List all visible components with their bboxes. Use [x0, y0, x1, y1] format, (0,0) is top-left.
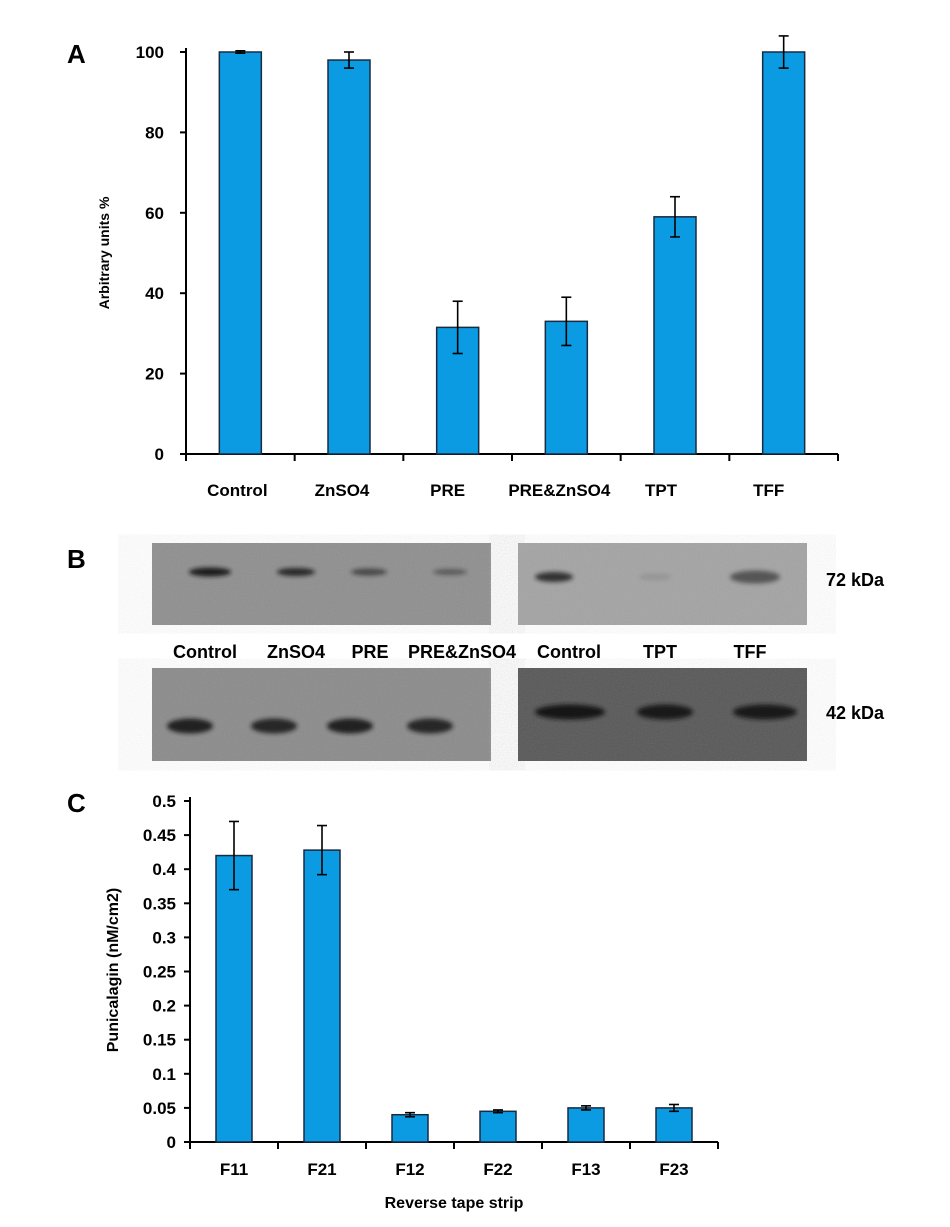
blot-band [535, 704, 605, 720]
y-tick-label: 100 [136, 43, 164, 62]
x-tick-label: F21 [307, 1160, 336, 1179]
bar [303, 849, 341, 1143]
y-tick-label: 20 [145, 365, 164, 384]
blot-band [407, 718, 453, 734]
y-tick-label: 0.15 [143, 1031, 176, 1050]
blot-top-right [518, 543, 807, 625]
y-tick-label: 0.5 [152, 792, 176, 811]
blot-band [351, 568, 387, 576]
x-tick-label: PRE [430, 481, 465, 500]
y-tick-label: 60 [145, 204, 164, 223]
blot-lane-label: ZnSO4 [267, 642, 325, 662]
x-tick-label: ZnSO4 [315, 481, 370, 500]
y-tick-label: 0.25 [143, 963, 176, 982]
blot-band [433, 569, 467, 575]
blot-band [730, 570, 780, 584]
blot-texture [518, 543, 807, 625]
bar [391, 1113, 429, 1143]
panel-label-a: A [67, 39, 86, 69]
bar [479, 1110, 517, 1143]
blot-band [251, 718, 297, 734]
y-tick-label: 0.2 [152, 997, 176, 1016]
blot-band [327, 718, 373, 734]
blot-band [535, 572, 573, 582]
blot-band [277, 568, 315, 576]
bar [218, 51, 263, 455]
x-tick-label: F22 [483, 1160, 512, 1179]
bar [215, 854, 253, 1143]
bar [761, 51, 806, 455]
chart-c: 0 0.05 0.1 0.15 0.2 0.25 0.3 0.35 0.4 0.45 0.5 F11 F… [105, 792, 719, 1212]
bar [653, 216, 697, 455]
y-axis-title: Punicalagin (nM/cm2) [105, 888, 122, 1052]
y-tick-label: 0.4 [152, 860, 176, 879]
blot-band [733, 704, 797, 720]
x-tick-label: TFF [753, 481, 784, 500]
x-tick-label: PRE&ZnSO4 [508, 481, 611, 500]
blot-lane-label: PRE&ZnSO4 [408, 642, 516, 662]
blot-lane-label: TPT [643, 642, 677, 662]
blot-bottom-left [152, 668, 491, 761]
chart-a: 0 20 40 60 80 100 Control ZnSO4 PRE PRE&ZnSO4 TPT T… [96, 35, 839, 500]
blot-band [189, 567, 231, 577]
x-axis-title: Reverse tape strip [385, 1195, 524, 1212]
y-tick-label: 0.45 [143, 826, 176, 845]
panel-label-c: C [67, 788, 86, 818]
y-tick-label: 0.3 [152, 928, 176, 947]
x-tick-label: F12 [395, 1160, 424, 1179]
x-tick-label: TPT [645, 481, 678, 500]
blot-texture [152, 543, 491, 625]
x-tick-label: F13 [571, 1160, 600, 1179]
y-tick-label: 0.05 [143, 1099, 176, 1118]
panel-label-b: B [67, 544, 86, 574]
blot-band [167, 718, 213, 734]
marker-72kda: 72 kDa [826, 570, 885, 590]
y-tick-label: 0 [155, 445, 164, 464]
bar [567, 1107, 605, 1143]
y-tick-label: 0 [167, 1133, 176, 1152]
x-tick-label: Control [207, 481, 267, 500]
y-tick-label: 0.1 [152, 1065, 176, 1084]
x-tick-label: F23 [659, 1160, 688, 1179]
blot-lane-label: PRE [351, 642, 388, 662]
blot-band [637, 704, 693, 720]
blot-texture [152, 668, 491, 761]
marker-42kda: 42 kDa [826, 703, 885, 723]
western-blot: Control ZnSO4 PRE PRE&ZnSO4 Control TPT … [152, 543, 885, 761]
x-tick-label: F11 [220, 1160, 248, 1179]
blot-band [639, 573, 671, 581]
blot-lane-label: Control [173, 642, 237, 662]
y-tick-label: 80 [145, 123, 164, 142]
blot-bands [167, 567, 797, 734]
y-axis-title: Arbitrary units % [96, 196, 112, 309]
blot-lane-label: TFF [734, 642, 767, 662]
blot-top-left [152, 543, 491, 625]
blot-lane-label: Control [537, 642, 601, 662]
bar [655, 1107, 693, 1143]
y-tick-label: 40 [145, 284, 164, 303]
bar [327, 59, 371, 455]
y-tick-label: 0.35 [143, 894, 176, 913]
